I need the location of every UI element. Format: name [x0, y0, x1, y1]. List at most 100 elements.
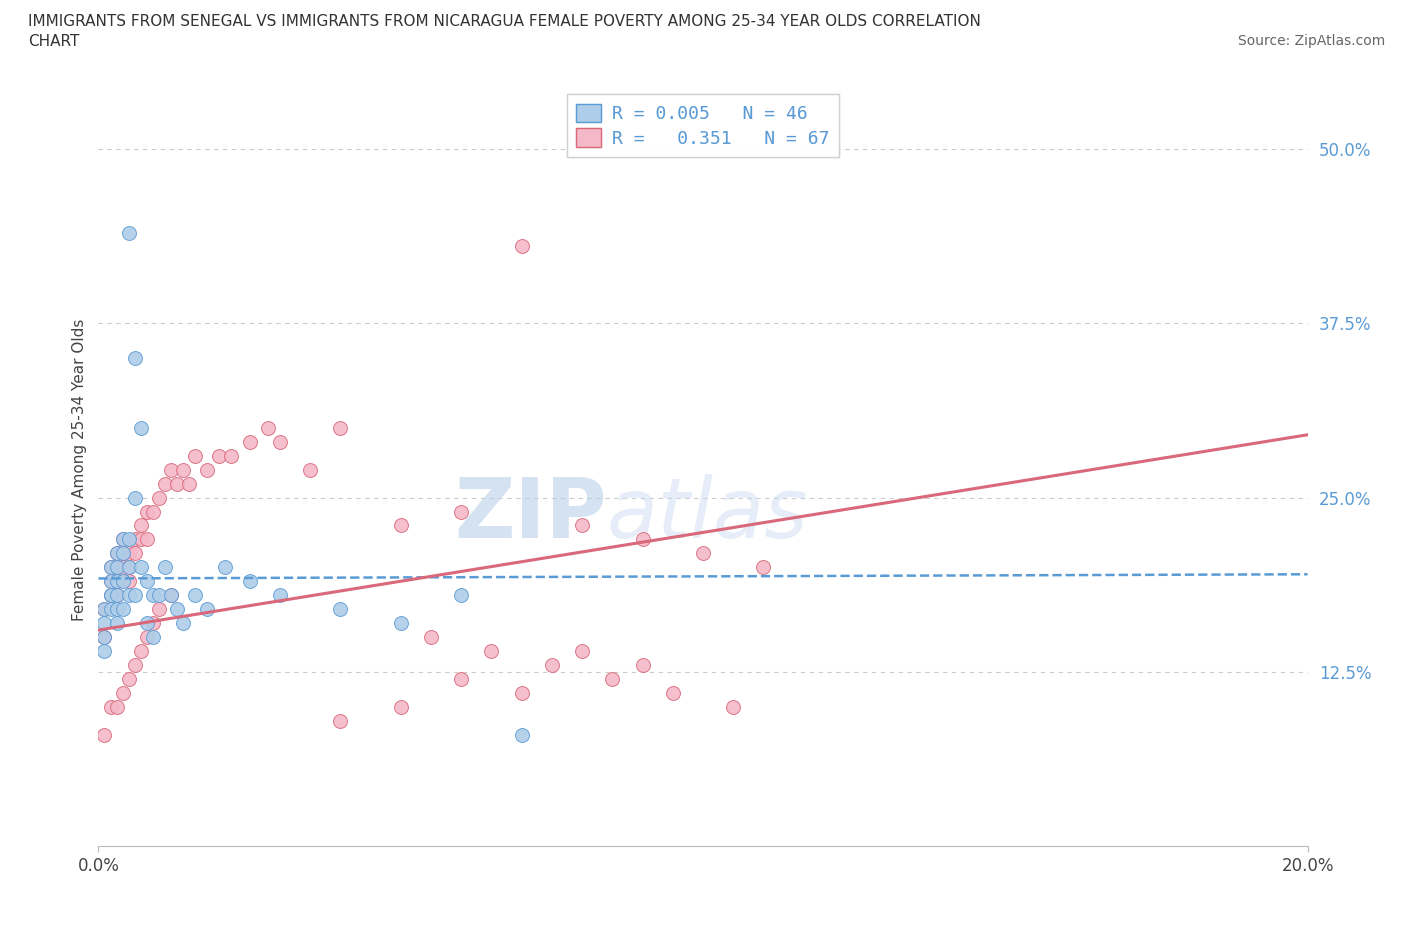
Point [172, 462, 194, 477]
Point [450, 504, 472, 519]
Point [160, 588, 183, 603]
Point [129, 644, 152, 658]
Point [450, 588, 472, 603]
Point [148, 588, 170, 603]
Point [752, 560, 775, 575]
Point [329, 602, 352, 617]
Point [602, 671, 624, 686]
Point [124, 351, 146, 365]
Point [100, 699, 122, 714]
Point [214, 560, 236, 575]
Point [124, 532, 146, 547]
Point [389, 699, 412, 714]
Point [142, 616, 165, 631]
Point [93, 630, 115, 644]
Point [195, 602, 218, 617]
Point [172, 616, 194, 631]
Point [179, 476, 201, 491]
Text: Source: ZipAtlas.com: Source: ZipAtlas.com [1237, 34, 1385, 48]
Point [124, 546, 146, 561]
Point [111, 574, 134, 589]
Point [510, 727, 533, 742]
Point [135, 504, 157, 519]
Point [160, 588, 183, 603]
Point [631, 658, 654, 672]
Point [184, 448, 207, 463]
Point [129, 420, 152, 435]
Point [329, 420, 352, 435]
Point [329, 713, 352, 728]
Text: ZIP: ZIP [454, 474, 606, 555]
Point [221, 448, 243, 463]
Point [105, 616, 128, 631]
Point [184, 588, 207, 603]
Point [93, 602, 115, 617]
Point [239, 434, 262, 449]
Point [129, 518, 152, 533]
Point [129, 560, 152, 575]
Point [142, 504, 165, 519]
Point [148, 602, 170, 617]
Point [100, 588, 122, 603]
Point [105, 560, 128, 575]
Point [124, 490, 146, 505]
Point [124, 588, 146, 603]
Point [160, 462, 183, 477]
Point [692, 546, 714, 561]
Point [118, 588, 141, 603]
Point [195, 462, 218, 477]
Point [571, 644, 593, 658]
Point [93, 630, 115, 644]
Point [135, 532, 157, 547]
Point [100, 574, 122, 589]
Point [118, 560, 141, 575]
Legend: R = 0.005   N = 46, R =   0.351   N = 67: R = 0.005 N = 46, R = 0.351 N = 67 [567, 95, 839, 156]
Point [510, 685, 533, 700]
Point [100, 588, 122, 603]
Point [389, 518, 412, 533]
Point [105, 574, 128, 589]
Point [450, 671, 472, 686]
Point [723, 699, 745, 714]
Point [105, 699, 128, 714]
Point [105, 560, 128, 575]
Point [269, 588, 291, 603]
Point [93, 602, 115, 617]
Point [118, 532, 141, 547]
Point [124, 658, 146, 672]
Point [93, 644, 115, 658]
Point [571, 518, 593, 533]
Point [111, 546, 134, 561]
Point [135, 630, 157, 644]
Point [299, 462, 322, 477]
Point [540, 658, 562, 672]
Point [269, 434, 291, 449]
Point [118, 560, 141, 575]
Text: IMMIGRANTS FROM SENEGAL VS IMMIGRANTS FROM NICARAGUA FEMALE POVERTY AMONG 25-34 : IMMIGRANTS FROM SENEGAL VS IMMIGRANTS FR… [28, 14, 981, 29]
Point [631, 532, 654, 547]
Point [105, 574, 128, 589]
Point [93, 616, 115, 631]
Point [111, 602, 134, 617]
Point [105, 602, 128, 617]
Point [105, 588, 128, 603]
Point [135, 574, 157, 589]
Point [148, 490, 170, 505]
Point [166, 602, 188, 617]
Point [142, 588, 165, 603]
Point [153, 476, 176, 491]
Point [111, 546, 134, 561]
Point [105, 588, 128, 603]
Y-axis label: Female Poverty Among 25-34 Year Olds: Female Poverty Among 25-34 Year Olds [72, 318, 87, 621]
Point [389, 616, 412, 631]
Text: CHART: CHART [28, 34, 80, 49]
Point [118, 574, 141, 589]
Point [420, 630, 443, 644]
Point [118, 671, 141, 686]
Point [105, 546, 128, 561]
Point [153, 560, 176, 575]
Point [111, 532, 134, 547]
Point [118, 225, 141, 240]
Point [166, 476, 188, 491]
Point [111, 560, 134, 575]
